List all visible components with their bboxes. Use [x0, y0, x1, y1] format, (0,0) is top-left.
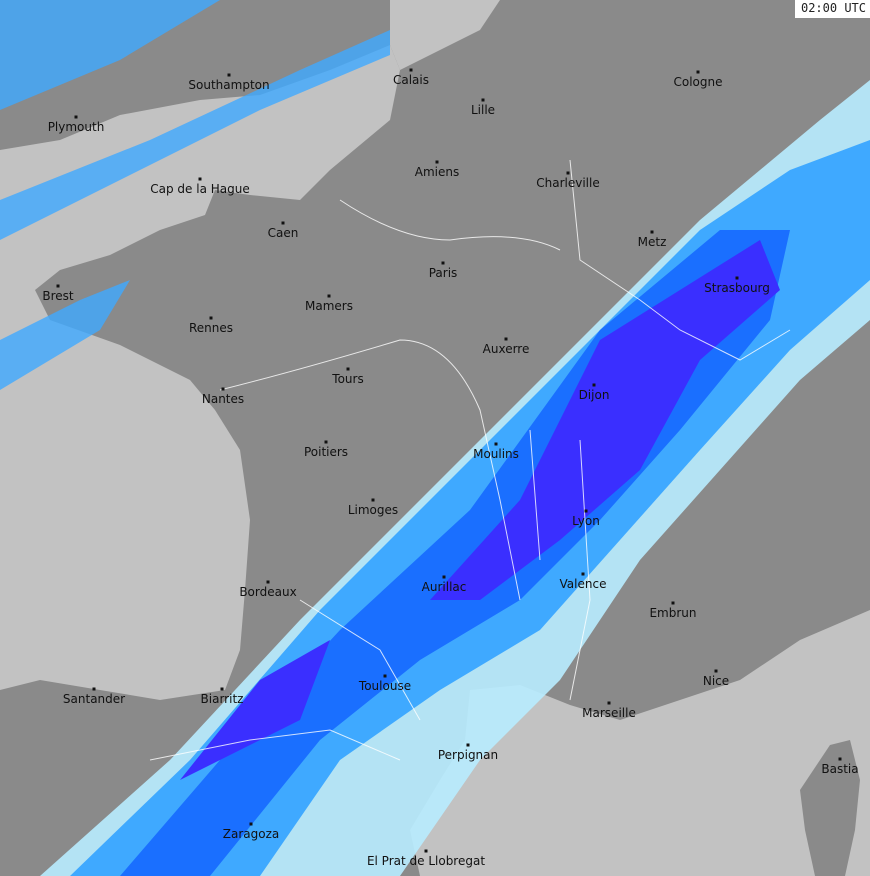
city-dot — [607, 701, 611, 705]
city-label: Bordeaux — [239, 585, 297, 599]
city-label: Dijon — [578, 388, 610, 402]
city-label: Toulouse — [358, 679, 412, 693]
city-dot — [435, 160, 439, 164]
city-dot — [481, 98, 485, 102]
city-label: Zaragoza — [222, 827, 280, 841]
rain-streak — [0, 0, 390, 390]
city-label: Rennes — [188, 321, 234, 335]
city-label: Southampton — [188, 78, 270, 92]
city-label: Auxerre — [482, 342, 530, 356]
city-dot — [281, 221, 285, 225]
city-label: Bastia — [821, 762, 859, 776]
city-label: Nantes — [201, 392, 245, 406]
sea-atlantic — [0, 45, 400, 700]
sea-mediterranean — [410, 610, 870, 876]
city-dot — [92, 687, 96, 691]
city-label: Strasbourg — [704, 281, 770, 295]
timestamp-label: 02:00 UTC — [794, 0, 870, 18]
city-dot — [671, 601, 675, 605]
city-dot — [441, 261, 445, 265]
border-lines — [149, 159, 791, 761]
city-label: Tours — [332, 372, 364, 386]
city-label: Nice — [702, 674, 730, 688]
city-label: Marseille — [582, 706, 636, 720]
city-dot — [266, 580, 270, 584]
city-label: Aurillac — [421, 580, 467, 594]
city-label: Paris — [428, 266, 458, 280]
city-dot — [198, 177, 202, 181]
rain-heavy — [180, 240, 780, 780]
city-label: Biarritz — [200, 692, 244, 706]
city-label: Caen — [267, 226, 299, 240]
city-label: Metz — [637, 235, 667, 249]
city-dot — [466, 743, 470, 747]
city-label: Santander — [62, 692, 126, 706]
city-dot — [650, 230, 654, 234]
city-dot — [209, 316, 213, 320]
city-label: Poitiers — [303, 445, 349, 459]
city-label: Moulins — [473, 447, 519, 461]
city-label: El Prat de Llobregat — [366, 854, 486, 868]
city-dot — [220, 687, 224, 691]
city-label: Valence — [559, 577, 607, 591]
city-label: Charleville — [536, 176, 600, 190]
city-dot — [56, 284, 60, 288]
city-dot — [221, 387, 225, 391]
city-dot — [714, 669, 718, 673]
city-dot — [249, 822, 253, 826]
city-dot — [566, 171, 570, 175]
city-dot — [383, 674, 387, 678]
city-dot — [504, 337, 508, 341]
city-dot — [74, 115, 78, 119]
city-dot — [592, 383, 596, 387]
city-dot — [409, 68, 413, 72]
city-dot — [838, 757, 842, 761]
city-label: Amiens — [414, 165, 460, 179]
city-label: Calais — [392, 73, 430, 87]
city-label: Lille — [470, 103, 496, 117]
city-dot — [346, 367, 350, 371]
city-dot — [371, 498, 375, 502]
city-dot — [327, 294, 331, 298]
city-dot — [735, 276, 739, 280]
city-label: Embrun — [649, 606, 697, 620]
city-label: Lyon — [572, 514, 600, 528]
land-corsica — [800, 740, 860, 876]
city-label: Mamers — [305, 299, 353, 313]
city-label: Plymouth — [47, 120, 105, 134]
city-label: Cologne — [673, 75, 723, 89]
city-label: Limoges — [347, 503, 399, 517]
city-label: Cap de la Hague — [150, 182, 250, 196]
city-label: Brest — [42, 289, 74, 303]
city-label: Perpignan — [437, 748, 499, 762]
city-dot — [227, 73, 231, 77]
city-dot — [696, 70, 700, 74]
city-dot — [584, 509, 588, 513]
city-dot — [442, 575, 446, 579]
city-dot — [324, 440, 328, 444]
sea-north — [390, 0, 500, 70]
city-dot — [494, 442, 498, 446]
city-dot — [424, 849, 428, 853]
city-dot — [581, 572, 585, 576]
